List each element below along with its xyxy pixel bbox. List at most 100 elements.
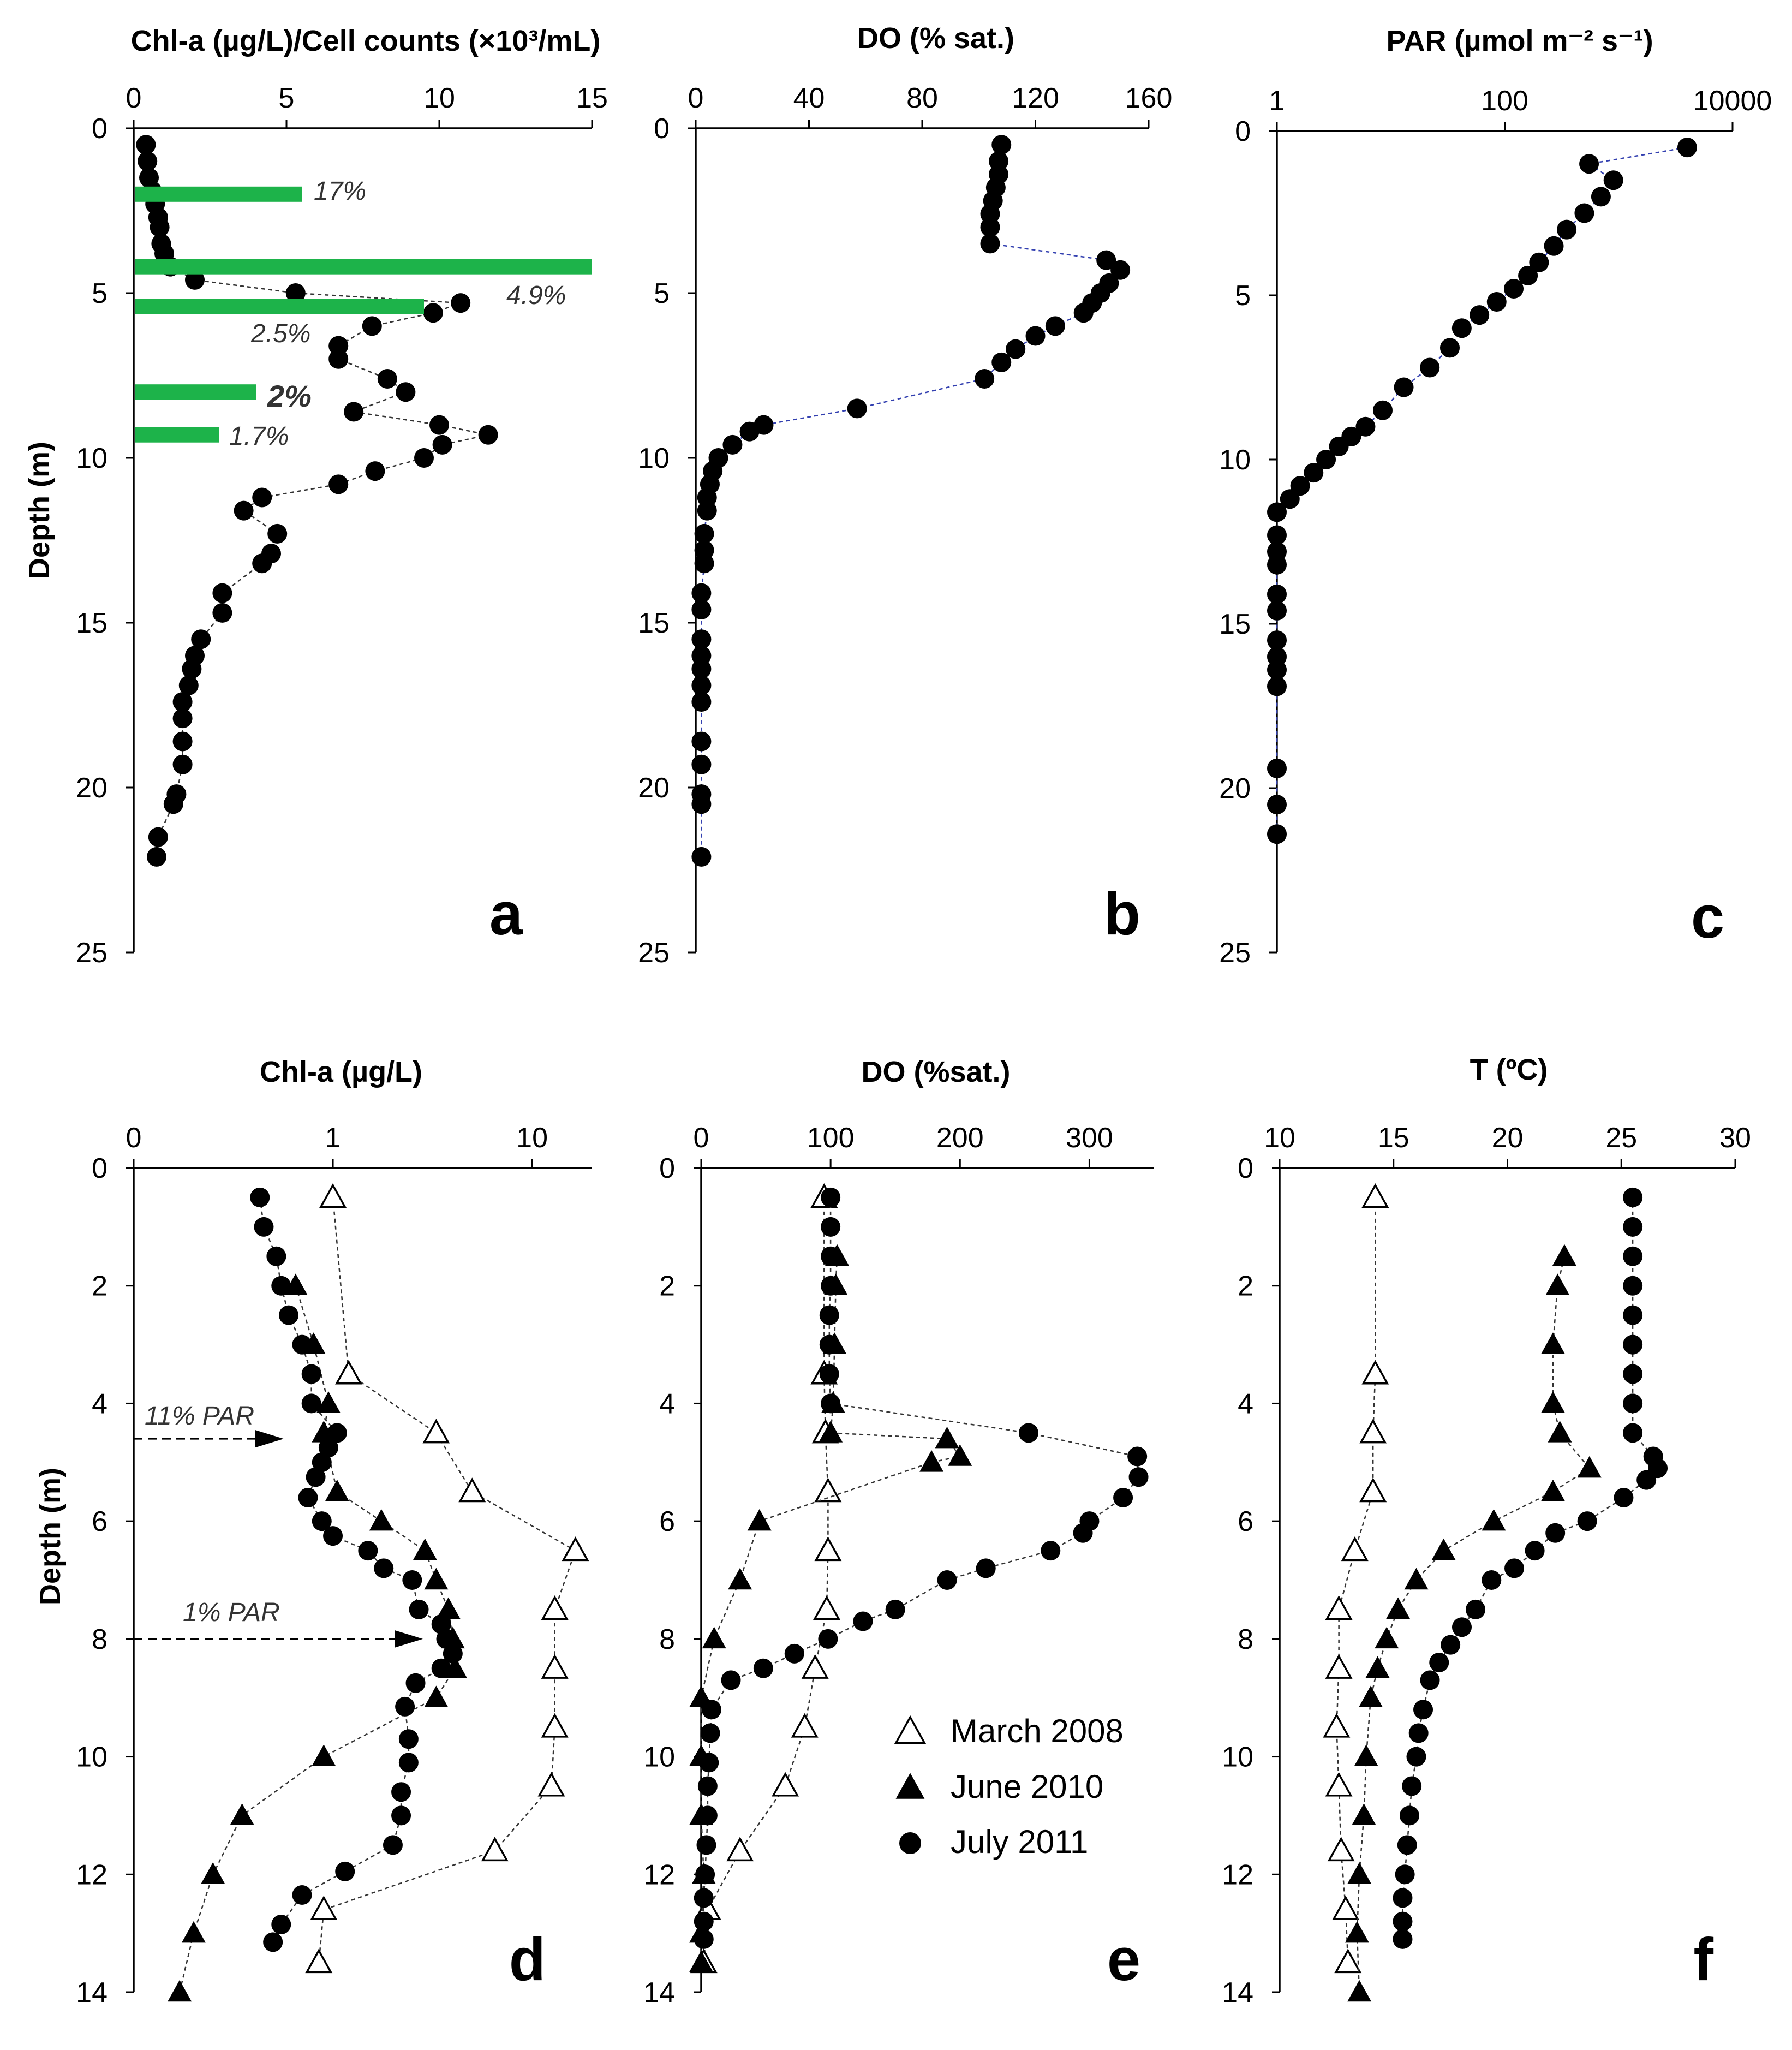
panel-a-point-chl-a bbox=[396, 382, 416, 402]
panel-e-letter: e bbox=[1107, 1926, 1140, 1993]
panel-a-point-chl-a bbox=[234, 500, 254, 521]
panel-f-point-july-2011 bbox=[1623, 1334, 1643, 1355]
panel-b-point-do bbox=[1110, 260, 1131, 280]
legend-label-june-2010: June 2010 bbox=[951, 1768, 1103, 1805]
legend-marker-june-2010 bbox=[895, 1773, 925, 1799]
panel-d-point-july-2011 bbox=[398, 1753, 419, 1773]
panel-d-x-tick-label: 10 bbox=[516, 1122, 548, 1154]
panel-f-point-july-2011 bbox=[1504, 1558, 1525, 1578]
panel-d-y-tick-label: 0 bbox=[92, 1153, 107, 1184]
panel-b-point-do bbox=[691, 675, 712, 695]
panel-a-cell-count-bar bbox=[135, 427, 219, 443]
panel-d-x-tick-label: 1 bbox=[325, 1122, 341, 1154]
panel-c: PAR (µmol m⁻² s⁻¹) c bbox=[1386, 25, 1724, 951]
panel-d-point-march-2008 bbox=[541, 1713, 569, 1738]
panel-e-point-july-2011 bbox=[885, 1599, 905, 1619]
panel-f-point-july-2011 bbox=[1525, 1541, 1545, 1561]
panel-f-point-march-2008 bbox=[1341, 1536, 1369, 1562]
panel-e-y-tick-label: 6 bbox=[659, 1506, 675, 1538]
panel-f-point-july-2011 bbox=[1406, 1747, 1426, 1767]
panel-e-point-july-2011 bbox=[694, 1929, 714, 1949]
panel-b-y-tick-label: 0 bbox=[654, 113, 670, 145]
panel-e-point-july-2011 bbox=[818, 1629, 838, 1649]
panel-f-point-july-2011 bbox=[1393, 1929, 1413, 1949]
panel-a-point-chl-a bbox=[172, 692, 193, 712]
panel-d-point-july-2011 bbox=[250, 1187, 270, 1207]
panel-f-point-march-2008 bbox=[1327, 1837, 1355, 1862]
panel-e-point-march-2008 bbox=[791, 1713, 819, 1738]
panel-b-point-do bbox=[694, 523, 714, 544]
panel-e-point-march-2008 bbox=[814, 1477, 842, 1503]
panel-f-point-june-2010 bbox=[1365, 1656, 1390, 1678]
panel-c-point-par bbox=[1267, 824, 1287, 844]
panel-c-point-par bbox=[1355, 416, 1376, 437]
panel-c-point-par bbox=[1267, 758, 1287, 778]
panel-a-y-tick-label: 15 bbox=[76, 607, 107, 639]
panel-f-point-july-2011 bbox=[1452, 1617, 1472, 1637]
panel-c-point-par bbox=[1267, 584, 1287, 604]
panel-f-plot: 10 15 20 25 30 0 2 4 6 8 10 12 14 bbox=[1222, 1122, 1751, 2009]
panel-a-x-tick-label: 0 bbox=[126, 82, 142, 114]
panel-a-y-tick-label: 10 bbox=[76, 443, 107, 474]
panel-a-point-chl-a bbox=[328, 474, 349, 494]
panel-b-point-do bbox=[691, 599, 712, 619]
panel-d-y-tick-label: 10 bbox=[76, 1742, 107, 1773]
panel-b-y-tick-label: 5 bbox=[654, 278, 670, 309]
panel-b-point-do bbox=[691, 847, 712, 867]
panel-a-point-chl-a bbox=[423, 303, 443, 323]
panel-e-series-line bbox=[703, 1197, 829, 1963]
panel-f-point-july-2011 bbox=[1623, 1423, 1643, 1443]
panel-b-point-do bbox=[1073, 303, 1094, 323]
panel-c-point-par bbox=[1267, 502, 1287, 522]
panel-b-point-do bbox=[691, 659, 712, 679]
panel-c-plot: 1 100 10000 0 5 10 15 20 25 bbox=[1219, 85, 1772, 969]
panel-e-point-june-2010 bbox=[948, 1444, 972, 1466]
panel-e: DO (%sat.) e March 2008 June 2010 July 2… bbox=[861, 1056, 1140, 1993]
panel-f-point-july-2011 bbox=[1482, 1570, 1502, 1590]
panel-f-point-june-2010 bbox=[1545, 1273, 1570, 1295]
panel-f-point-july-2011 bbox=[1413, 1700, 1433, 1720]
panel-d-point-june-2010 bbox=[201, 1862, 225, 1884]
panel-c-point-par bbox=[1329, 436, 1349, 456]
panel-d-point-june-2010 bbox=[181, 1921, 206, 1943]
panel-e-point-july-2011 bbox=[821, 1246, 841, 1266]
panel-d: Chl-a (µg/L) Depth (m) d 11% PAR 1% PAR bbox=[34, 1056, 546, 1993]
panel-a-point-chl-a bbox=[344, 402, 364, 422]
panel-d-point-june-2010 bbox=[436, 1597, 461, 1619]
panel-e-point-july-2011 bbox=[701, 1700, 721, 1720]
panel-e-point-july-2011 bbox=[819, 1305, 839, 1325]
panel-c-point-par bbox=[1529, 252, 1549, 272]
panel-d-point-july-2011 bbox=[312, 1452, 332, 1473]
panel-f-point-july-2011 bbox=[1623, 1393, 1643, 1414]
panel-b-y-tick-label: 15 bbox=[638, 607, 670, 639]
panel-e-point-july-2011 bbox=[753, 1658, 773, 1678]
annot-11-par: 11% PAR bbox=[145, 1402, 254, 1431]
panel-f-point-june-2010 bbox=[1375, 1626, 1399, 1649]
panel-e-point-july-2011 bbox=[1127, 1446, 1148, 1467]
panel-d-point-march-2008 bbox=[541, 1595, 569, 1620]
panel-b-plot: 0 40 80 120 160 0 5 10 15 20 25 bbox=[638, 82, 1172, 969]
panel-f-point-march-2008 bbox=[1359, 1477, 1387, 1503]
panel-c-series-line bbox=[1276, 146, 1688, 835]
legend-label-march-2008: March 2008 bbox=[951, 1713, 1124, 1749]
panel-c-point-par bbox=[1579, 154, 1599, 174]
panel-a-point-chl-a bbox=[172, 708, 193, 729]
panel-f-point-july-2011 bbox=[1420, 1670, 1440, 1690]
panel-a-point-chl-a bbox=[182, 659, 202, 679]
panel-a-bar-labels: 17% 4.9% 2.5% 2% 1.7% bbox=[229, 177, 566, 451]
panel-b-point-do bbox=[691, 583, 712, 603]
panel-e-point-july-2011 bbox=[1041, 1541, 1061, 1561]
panel-a-letter: a bbox=[489, 880, 523, 947]
panel-c-point-par bbox=[1574, 203, 1594, 223]
panel-c-point-par bbox=[1267, 600, 1287, 621]
panel-d-point-july-2011 bbox=[266, 1246, 286, 1266]
panel-b-point-do bbox=[722, 434, 743, 455]
panel-f-point-june-2010 bbox=[1548, 1421, 1572, 1443]
panel-e-point-march-2008 bbox=[726, 1837, 754, 1862]
panel-b-letter: b bbox=[1104, 880, 1140, 947]
panel-f-point-july-2011 bbox=[1545, 1523, 1566, 1543]
panel-d-series-line bbox=[178, 1285, 456, 1993]
panel-c-point-par bbox=[1439, 338, 1460, 358]
panel-a-point-chl-a bbox=[267, 523, 288, 544]
